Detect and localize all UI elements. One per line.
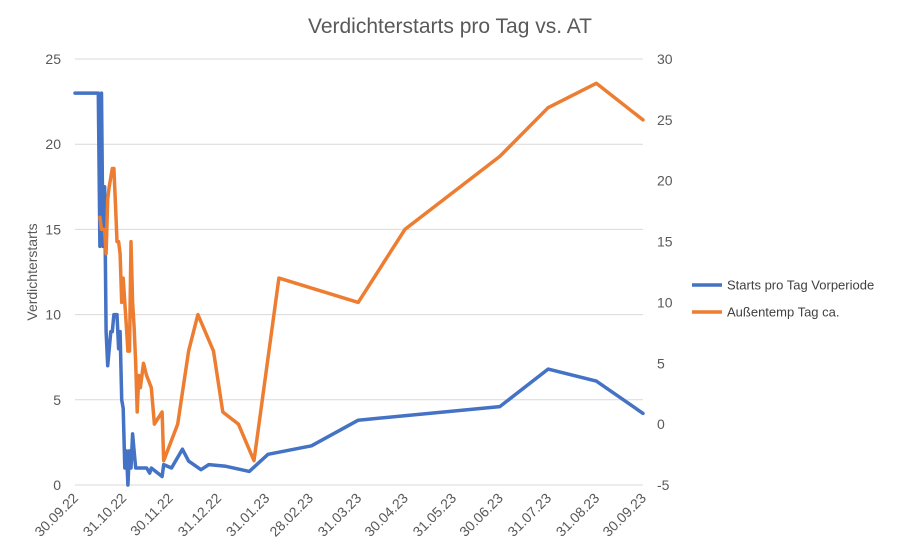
x-tick-label: 31.12.22 <box>174 490 224 540</box>
x-tick-label: 30.04.23 <box>361 490 411 540</box>
y2-tick-label: 20 <box>657 173 673 189</box>
x-tick-label: 31.10.22 <box>80 490 130 540</box>
y2-tick-label: 10 <box>657 294 673 310</box>
legend-label: Außentemp Tag ca. <box>727 305 840 320</box>
y-tick-label: 5 <box>53 392 61 408</box>
series-line-2 <box>98 81 645 463</box>
legend-label: Starts pro Tag Vorperiode <box>727 278 874 293</box>
y2-tick-label: 25 <box>657 112 673 128</box>
x-tick-label: 31.07.23 <box>504 490 554 540</box>
x-tick-label: 30.11.22 <box>127 490 176 539</box>
x-tick-label: 31.05.23 <box>409 490 459 540</box>
y-axis-right: -5 0 5 10 15 20 25 30 <box>657 51 673 493</box>
y2-tick-label: 0 <box>657 416 665 432</box>
y-axis-title: Verdichterstarts <box>24 223 40 320</box>
y-axis-left: 0 5 10 15 20 25 <box>45 51 61 493</box>
y-tick-label: 25 <box>45 51 61 67</box>
y2-tick-label: 15 <box>657 234 673 250</box>
x-tick-label: 30.09.23 <box>599 490 649 540</box>
x-axis: 30.09.2231.10.2230.11.2231.12.2231.01.23… <box>31 490 649 540</box>
series-group <box>73 81 645 487</box>
gridlines <box>75 58 643 486</box>
x-tick-label: 31.03.23 <box>314 490 364 540</box>
y-tick-label: 0 <box>53 477 61 493</box>
x-tick-label: 28.02.23 <box>266 490 316 540</box>
chart-title: Verdichterstarts pro Tag vs. AT <box>308 15 592 38</box>
x-tick-label: 31.08.23 <box>553 490 603 540</box>
y-tick-label: 15 <box>45 221 61 237</box>
legend: Starts pro Tag Vorperiode Außentemp Tag c… <box>692 278 874 320</box>
y2-tick-label: 30 <box>657 51 673 67</box>
y-tick-label: 20 <box>45 136 61 152</box>
x-tick-label: 30.09.22 <box>31 490 81 540</box>
series-line-1 <box>73 91 645 487</box>
x-tick-label: 31.01.23 <box>223 490 273 540</box>
y2-tick-label: -5 <box>657 477 670 493</box>
y-tick-label: 10 <box>45 307 61 323</box>
y2-tick-label: 5 <box>657 355 665 371</box>
x-tick-label: 30.06.23 <box>456 490 506 540</box>
